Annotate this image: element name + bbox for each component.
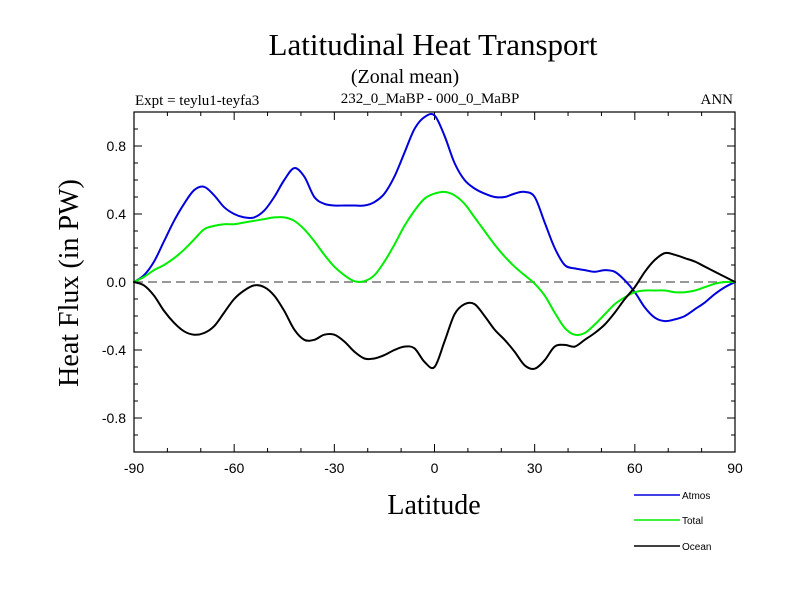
y-axis-tick-labels: -0.8 -0.4 0.0 0.4 0.8 <box>102 138 126 426</box>
x-tick-label: -60 <box>224 460 244 476</box>
legend: Atmos Total Ocean <box>634 491 711 553</box>
series-line-ocean <box>133 251 736 370</box>
x-tick-label: 90 <box>727 460 743 476</box>
y-tick-label: -0.4 <box>102 342 126 358</box>
x-axis-ticks <box>133 112 736 452</box>
x-tick-label: 0 <box>431 460 439 476</box>
series-line-total <box>133 190 736 337</box>
period-label: 232_0_MaBP - 000_0_MaBP <box>341 91 520 107</box>
experiment-label: Expt = teylu1-teyfa3 <box>135 93 259 109</box>
chart-title: Latitudinal Heat Transport <box>269 27 598 62</box>
x-tick-label: -90 <box>124 460 144 476</box>
legend-label-total: Total <box>682 516 703 527</box>
y-tick-label: -0.8 <box>102 410 126 426</box>
x-tick-label: 60 <box>627 460 643 476</box>
x-tick-label: 30 <box>527 460 543 476</box>
legend-label-atmos: Atmos <box>682 491 710 502</box>
series-lines <box>133 112 736 370</box>
x-axis-tick-labels: -90 -60 -30 0 30 60 90 <box>124 460 743 476</box>
y-tick-label: 0.4 <box>107 206 127 222</box>
legend-label-ocean: Ocean <box>682 542 711 553</box>
y-axis-label: Heat Flux (in PW) <box>54 179 85 387</box>
y-tick-label: 0.8 <box>107 138 127 154</box>
y-tick-label: 0.0 <box>107 274 127 290</box>
x-tick-label: -30 <box>324 460 344 476</box>
x-axis-label: Latitude <box>387 490 480 521</box>
season-label: ANN <box>701 92 734 108</box>
chart-subtitle: (Zonal mean) <box>351 66 459 88</box>
